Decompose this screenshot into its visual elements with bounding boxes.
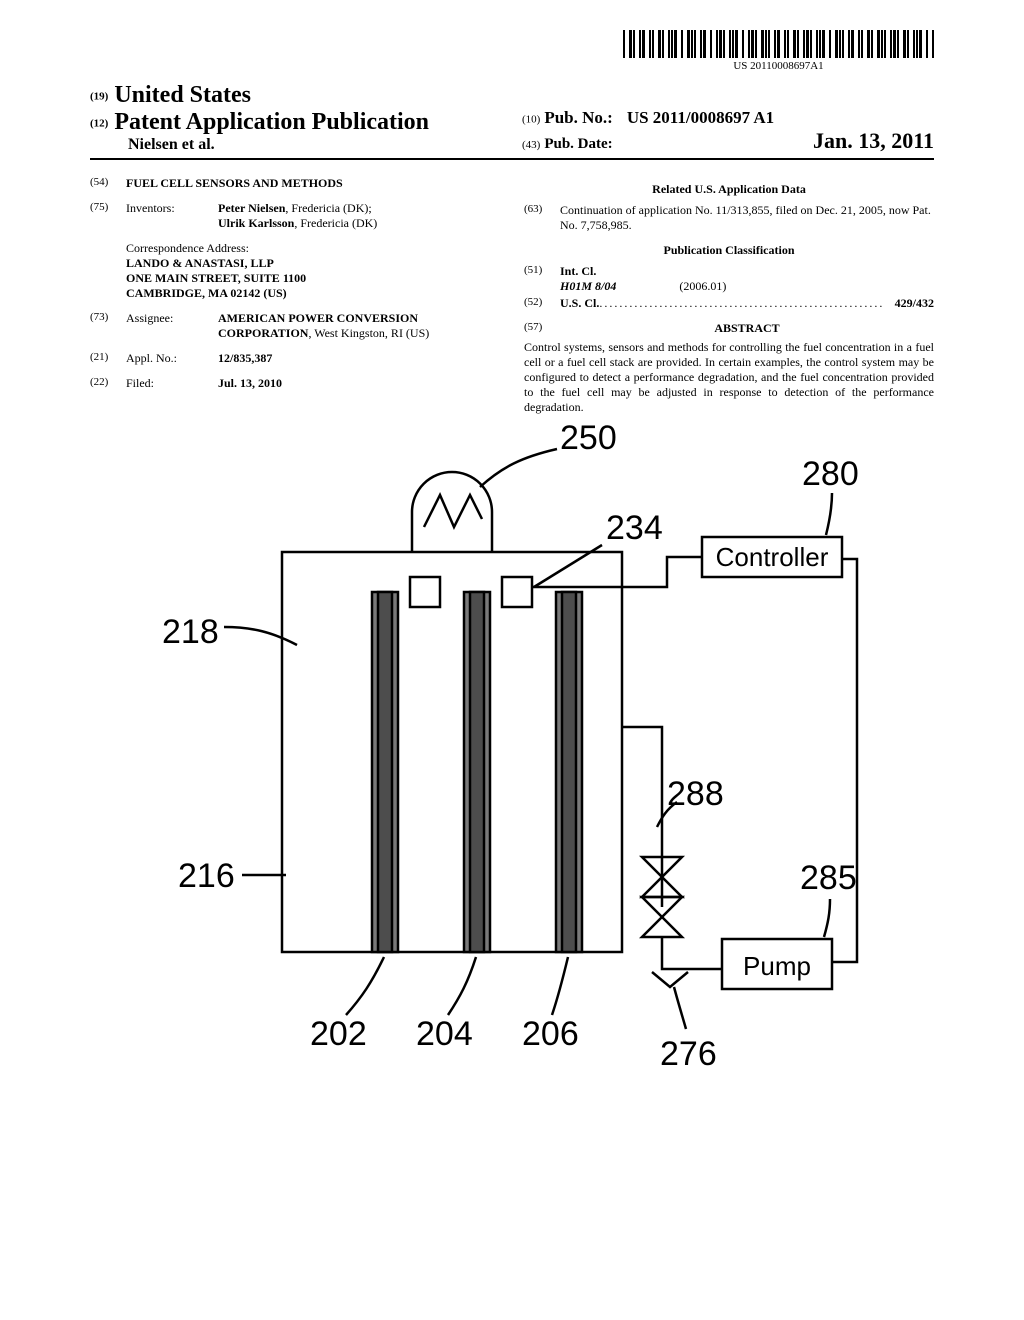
abstract-text: Control systems, sensors and methods for… — [524, 340, 934, 415]
assignee-label: Assignee: — [126, 311, 218, 341]
author-surname-line: Nielsen et al. — [90, 136, 502, 154]
correspondence-line-2: ONE MAIN STREET, SUITE 1100 — [126, 271, 500, 286]
field-code-19: (19) — [90, 90, 108, 102]
appl-no-value: 12/835,387 — [218, 351, 500, 366]
field-code-75: (75) — [90, 201, 126, 231]
uscl-value: 429/432 — [895, 296, 934, 311]
assignee-location: , West Kingston, RI (US) — [308, 326, 429, 340]
field-code-51: (51) — [524, 264, 560, 294]
ref-label-285: 285 — [800, 859, 857, 898]
ref-label-288: 288 — [667, 775, 724, 814]
bibliographic-data: (54) FUEL CELL SENSORS AND METHODS (75) … — [90, 176, 934, 415]
ref-label-234: 234 — [606, 509, 663, 548]
uscl-label: U.S. Cl. — [560, 296, 599, 311]
field-code-63: (63) — [524, 203, 560, 233]
country-name: United States — [114, 82, 251, 108]
correspondence-line-1: LANDO & ANASTASI, LLP — [126, 256, 500, 271]
pub-no-value: US 2011/0008697 A1 — [617, 108, 774, 127]
related-apps-heading: Related U.S. Application Data — [524, 182, 934, 197]
inventor-2-name: Ulrik Karlsson — [218, 216, 294, 230]
ref-label-276: 276 — [660, 1035, 717, 1074]
barcode-number: US 20110008697A1 — [623, 60, 934, 72]
field-code-21: (21) — [90, 351, 126, 366]
biblio-right-column: Related U.S. Application Data (63) Conti… — [524, 176, 934, 415]
classification-heading: Publication Classification — [524, 243, 934, 258]
header: (19) United States (12) Patent Applicati… — [90, 82, 934, 160]
ref-label-216: 216 — [178, 857, 235, 896]
biblio-left-column: (54) FUEL CELL SENSORS AND METHODS (75) … — [90, 176, 500, 415]
inventors-label: Inventors: — [126, 201, 218, 231]
barcode-bars — [623, 30, 934, 58]
intcl-year: (2006.01) — [619, 279, 726, 293]
inventor-1-location: , Fredericia (DK); — [285, 201, 371, 215]
field-code-57: (57) — [524, 321, 560, 336]
controller-box-label: Controller — [716, 542, 829, 572]
barcode: US 20110008697A1 — [623, 30, 934, 72]
field-code-43: (43) — [522, 139, 540, 151]
figure-svg: Controller Pump — [162, 427, 862, 1107]
inventor-1-name: Peter Nielsen — [218, 201, 285, 215]
ref-label-206: 206 — [522, 1015, 579, 1054]
pub-date-label: Pub. Date: — [540, 136, 612, 153]
pub-date-value: Jan. 13, 2011 — [813, 128, 934, 154]
barcode-region: US 20110008697A1 — [90, 30, 934, 74]
patent-figure: Controller Pump 250 280 234 218 288 216 … — [162, 427, 862, 1107]
appl-no-label: Appl. No.: — [126, 351, 218, 366]
pub-no-label: Pub. No.: — [544, 108, 612, 127]
leader-dots: ........................................… — [599, 296, 894, 311]
field-code-12: (12) — [90, 117, 108, 129]
field-code-10: (10) — [522, 113, 540, 125]
field-code-22: (22) — [90, 376, 126, 391]
filed-label: Filed: — [126, 376, 218, 391]
filed-date: Jul. 13, 2010 — [218, 376, 500, 391]
intcl-label: Int. Cl. — [560, 264, 596, 278]
ref-label-280: 280 — [802, 455, 859, 494]
inventor-2-location: , Fredericia (DK) — [294, 216, 377, 230]
correspondence-label: Correspondence Address: — [126, 241, 500, 256]
field-code-73: (73) — [90, 311, 126, 341]
continuation-text: Continuation of application No. 11/313,8… — [560, 203, 934, 233]
field-code-52: (52) — [524, 296, 560, 311]
correspondence-line-3: CAMBRIDGE, MA 02142 (US) — [126, 286, 500, 301]
pump-box-label: Pump — [743, 951, 811, 981]
ref-label-204: 204 — [416, 1015, 473, 1054]
ref-label-202: 202 — [310, 1015, 367, 1054]
ref-label-250: 250 — [560, 419, 617, 458]
invention-title: FUEL CELL SENSORS AND METHODS — [126, 176, 500, 191]
publication-type: Patent Application Publication — [114, 109, 429, 135]
abstract-heading: ABSTRACT — [560, 321, 934, 336]
field-code-54: (54) — [90, 176, 126, 191]
intcl-value: H01M 8/04 — [560, 279, 616, 293]
ref-label-218: 218 — [162, 613, 219, 652]
